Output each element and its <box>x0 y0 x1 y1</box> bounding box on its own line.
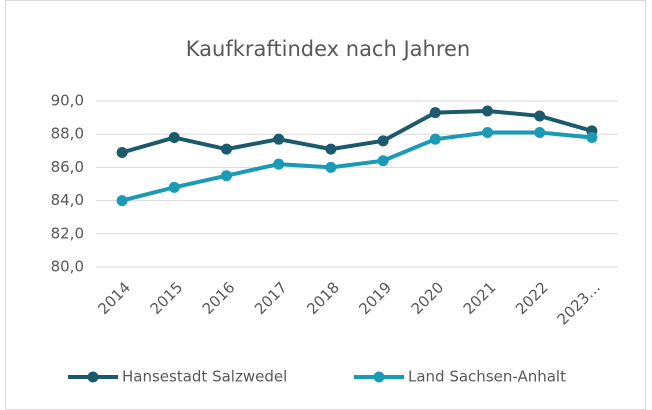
data-point <box>377 135 389 147</box>
chart-frame <box>5 0 646 410</box>
data-point <box>429 107 441 119</box>
data-point <box>534 110 546 122</box>
legend-label: Hansestadt Salzwedel <box>122 368 287 386</box>
data-point <box>482 105 493 117</box>
data-point <box>116 146 128 158</box>
y-tick-label: 82,0 <box>51 224 84 242</box>
legend-label: Land Sachsen-Anhalt <box>408 368 566 386</box>
data-point <box>429 133 441 145</box>
data-point <box>325 143 337 155</box>
data-point <box>586 132 598 144</box>
y-tick-label: 86,0 <box>51 158 84 176</box>
y-tick-label: 90,0 <box>51 92 84 110</box>
data-point <box>273 158 285 170</box>
data-point <box>325 161 337 173</box>
y-tick-label: 80,0 <box>51 258 84 276</box>
data-point <box>168 181 180 193</box>
legend-marker <box>87 371 99 383</box>
data-point <box>221 170 232 182</box>
data-point <box>534 127 546 139</box>
series-line <box>121 108 593 155</box>
y-tick-label: 84,0 <box>51 191 84 209</box>
data-point <box>377 155 389 167</box>
data-point <box>168 132 180 144</box>
data-point <box>482 127 493 139</box>
series-line <box>121 130 593 203</box>
y-tick-label: 88,0 <box>51 125 84 143</box>
data-point <box>116 195 128 207</box>
chart-title: Kaufkraftindex nach Jahren <box>186 37 471 61</box>
data-point <box>273 133 285 145</box>
data-point <box>221 143 232 155</box>
legend-marker <box>373 371 385 383</box>
